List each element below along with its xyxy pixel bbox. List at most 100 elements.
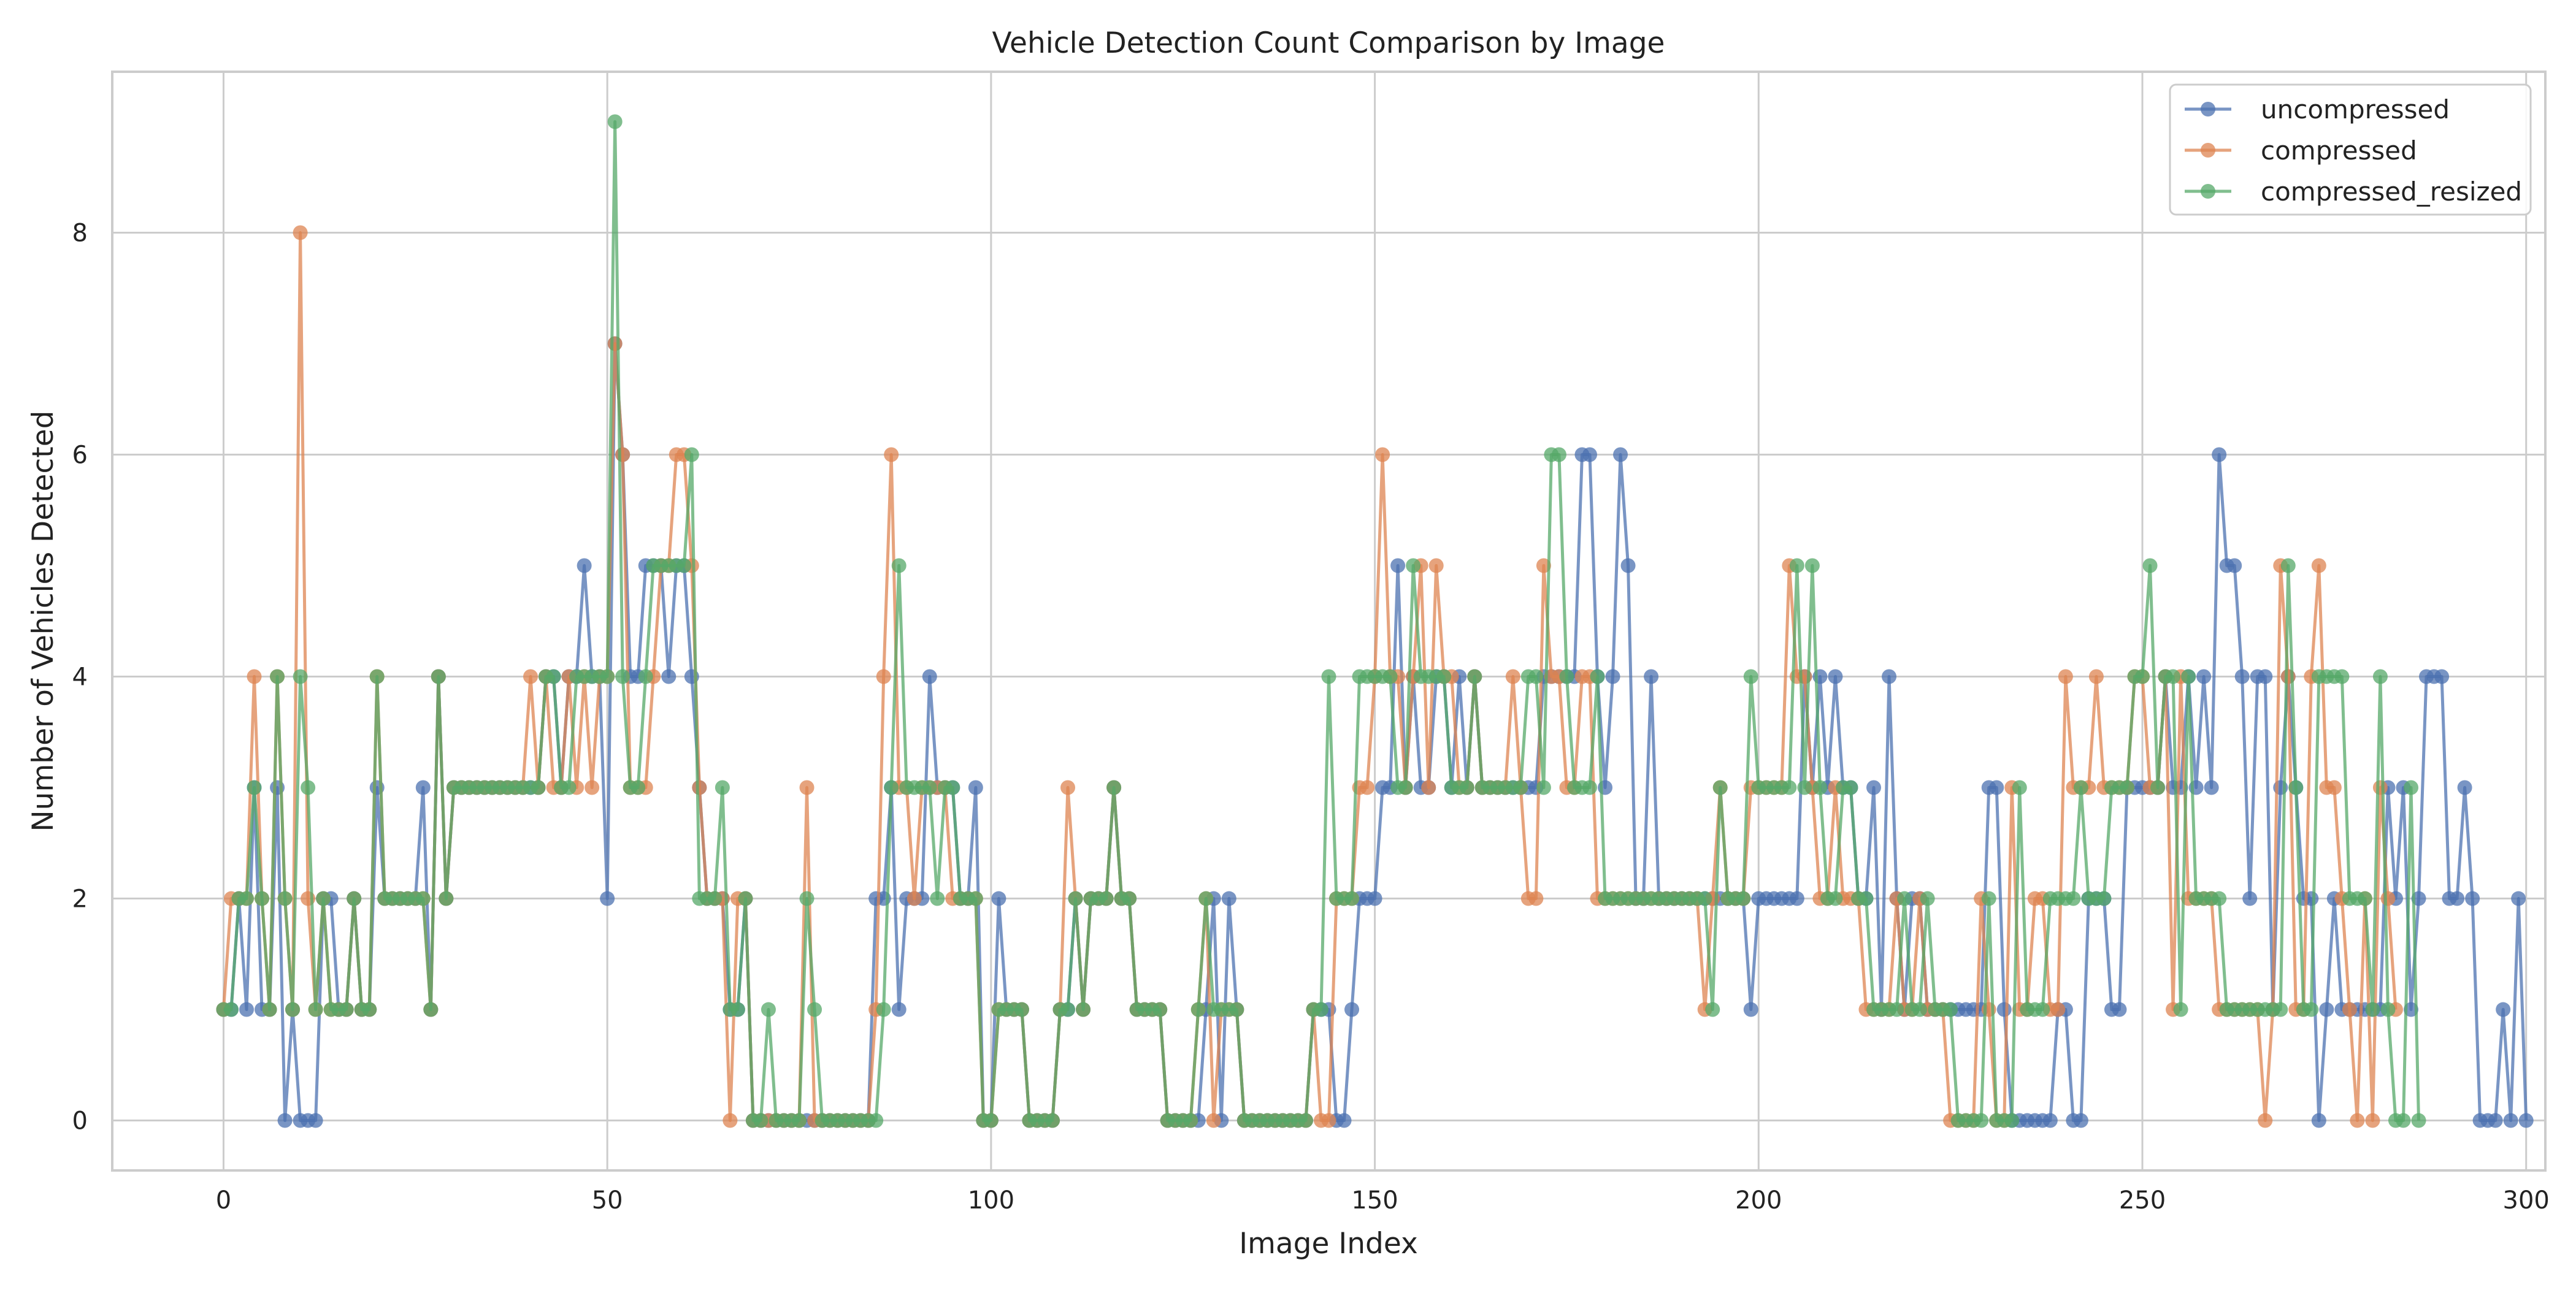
- data-point-compressed_resized: [1828, 891, 1843, 906]
- data-point-compressed_resized: [1789, 558, 1804, 573]
- data-point-uncompressed: [991, 891, 1006, 906]
- data-point-compressed_resized: [792, 1113, 807, 1128]
- data-point-compressed_resized: [369, 669, 385, 684]
- data-point-compressed: [585, 780, 600, 795]
- data-point-compressed_resized: [277, 891, 293, 906]
- data-point-compressed_resized: [2142, 558, 2158, 573]
- data-point-compressed_resized: [2150, 780, 2166, 795]
- x-tick-label: 50: [592, 1186, 623, 1215]
- data-point-uncompressed: [2242, 891, 2258, 906]
- data-point-compressed_resized: [2411, 1113, 2426, 1128]
- data-point-compressed_resized: [1528, 669, 1544, 684]
- data-point-uncompressed: [2227, 558, 2242, 573]
- data-point-uncompressed: [2319, 1002, 2334, 1017]
- data-point-compressed_resized: [1843, 780, 1858, 795]
- data-point-compressed_resized: [807, 1002, 822, 1017]
- data-point-compressed: [1528, 891, 1544, 906]
- data-point-compressed_resized: [1014, 1002, 1029, 1017]
- data-point-compressed_resized: [2166, 669, 2181, 684]
- x-tick-label: 250: [2119, 1186, 2166, 1215]
- data-point-compressed_resized: [1889, 1002, 1904, 1017]
- legend-box: [2169, 83, 2532, 216]
- data-point-compressed_resized: [876, 1002, 891, 1017]
- data-point-uncompressed: [277, 1113, 293, 1128]
- data-point-compressed_resized: [223, 1002, 239, 1017]
- data-point-compressed_resized: [930, 891, 945, 906]
- data-point-compressed_resized: [2004, 1113, 2020, 1128]
- data-point-compressed_resized: [2288, 780, 2304, 795]
- data-point-compressed_resized: [2012, 780, 2027, 795]
- data-point-compressed_resized: [2334, 669, 2350, 684]
- data-point-compressed_resized: [761, 1002, 776, 1017]
- data-point-uncompressed: [239, 1002, 254, 1017]
- data-point-compressed_resized: [1122, 891, 1137, 906]
- data-point-compressed_resized: [1743, 669, 1758, 684]
- data-point-compressed: [1428, 558, 1444, 573]
- data-point-compressed_resized: [868, 1113, 884, 1128]
- data-point-compressed_resized: [1183, 1113, 1198, 1128]
- legend-label-compressed_resized: compressed_resized: [2261, 177, 2522, 207]
- data-point-compressed: [2258, 1113, 2273, 1128]
- data-point-uncompressed: [1828, 669, 1843, 684]
- data-point-compressed: [2311, 558, 2326, 573]
- legend-label-uncompressed: uncompressed: [2261, 94, 2450, 124]
- data-point-compressed: [615, 447, 631, 462]
- data-point-compressed_resized: [638, 669, 653, 684]
- data-point-compressed_resized: [239, 891, 254, 906]
- legend-swatch-marker: [2201, 184, 2215, 199]
- data-point-compressed_resized: [1321, 669, 1336, 684]
- data-point-compressed_resized: [2404, 780, 2418, 795]
- data-point-compressed: [523, 669, 539, 684]
- data-point-compressed_resized: [1436, 669, 1452, 684]
- data-point-compressed_resized: [738, 891, 753, 906]
- series-layer: [216, 114, 2534, 1128]
- data-point-uncompressed: [577, 558, 592, 573]
- data-point-compressed_resized: [1712, 780, 1728, 795]
- data-point-compressed: [2350, 1113, 2365, 1128]
- data-point-uncompressed: [2503, 1113, 2518, 1128]
- data-point-uncompressed: [1390, 558, 1406, 573]
- data-point-compressed_resized: [1697, 891, 1712, 906]
- data-point-compressed_resized: [1551, 447, 1566, 462]
- data-point-compressed_resized: [945, 780, 960, 795]
- data-point-compressed: [2088, 669, 2104, 684]
- data-point-uncompressed: [2457, 780, 2472, 795]
- data-point-compressed_resized: [2365, 1002, 2380, 1017]
- data-point-uncompressed: [1789, 891, 1804, 906]
- data-point-compressed_resized: [922, 780, 937, 795]
- data-point-compressed_resized: [255, 891, 270, 906]
- data-point-uncompressed: [968, 780, 983, 795]
- data-point-compressed_resized: [293, 669, 308, 684]
- data-point-compressed_resized: [1198, 891, 1214, 906]
- data-point-uncompressed: [415, 780, 431, 795]
- data-point-uncompressed: [2073, 1113, 2088, 1128]
- legend-swatch-marker: [2201, 102, 2215, 116]
- data-point-compressed: [293, 225, 308, 240]
- data-point-compressed_resized: [1045, 1113, 1060, 1128]
- data-point-uncompressed: [2042, 1113, 2058, 1128]
- data-point-uncompressed: [2496, 1002, 2511, 1017]
- data-point-compressed_resized: [1398, 780, 1413, 795]
- data-point-compressed: [884, 447, 899, 462]
- chart-title: Vehicle Detection Count Comparison by Im…: [992, 26, 1665, 60]
- data-point-compressed_resized: [1068, 891, 1083, 906]
- data-point-uncompressed: [1989, 780, 2004, 795]
- data-point-compressed_resized: [1060, 1002, 1076, 1017]
- data-point-compressed_resized: [1804, 558, 1820, 573]
- data-point-compressed_resized: [2212, 891, 2227, 906]
- data-point-uncompressed: [2434, 669, 2450, 684]
- legend-swatch-marker: [2201, 143, 2215, 158]
- data-point-compressed: [2342, 1002, 2357, 1017]
- data-point-compressed_resized: [631, 780, 646, 795]
- data-point-uncompressed: [2450, 891, 2465, 906]
- data-point-compressed_resized: [677, 558, 692, 573]
- x-tick-label: 150: [1351, 1186, 1398, 1215]
- data-point-compressed: [2372, 780, 2388, 795]
- y-tick-label: 4: [72, 663, 88, 692]
- data-point-compressed_resized: [439, 891, 454, 906]
- data-point-compressed_resized: [2135, 669, 2150, 684]
- data-point-compressed_resized: [1782, 780, 1797, 795]
- data-point-compressed_resized: [1298, 1113, 1313, 1128]
